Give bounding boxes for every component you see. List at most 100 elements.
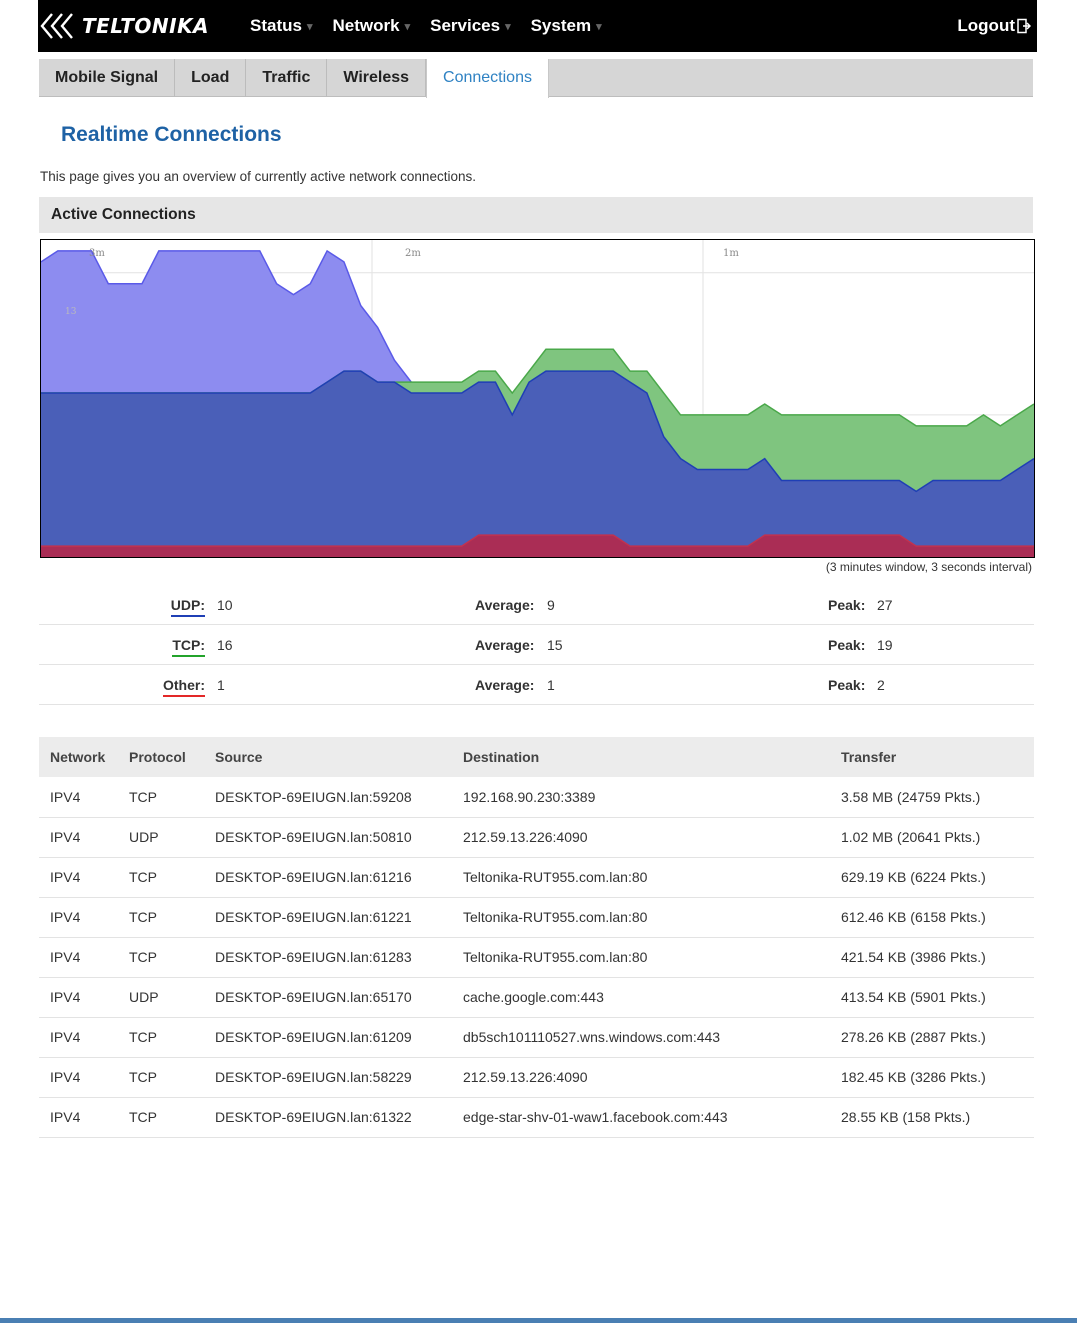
cell-source: DESKTOP-69EIUGN.lan:65170 xyxy=(215,977,463,1018)
table-row: IPV4 TCP DESKTOP-69EIUGN.lan:61283 Telto… xyxy=(39,937,1034,978)
header-network[interactable]: Network xyxy=(39,737,118,777)
table-row: IPV4 TCP DESKTOP-69EIUGN.lan:61322 edge-… xyxy=(39,1097,1034,1138)
cell-destination: 212.59.13.226:4090 xyxy=(463,1057,841,1098)
legend-tcp-average-value: 15 xyxy=(547,637,563,653)
cell-source: DESKTOP-69EIUGN.lan:59208 xyxy=(215,777,463,818)
tab-connections[interactable]: Connections xyxy=(426,59,549,98)
connections-chart-svg: 3m 2m 1m 13 xyxy=(41,240,1034,557)
cell-source: DESKTOP-69EIUGN.lan:58229 xyxy=(215,1057,463,1098)
legend-tcp-label: TCP: xyxy=(39,637,205,657)
legend-udp-average-value: 9 xyxy=(547,597,555,613)
cell-destination: Teltonika-RUT955.com.lan:80 xyxy=(463,897,841,938)
cell-source: DESKTOP-69EIUGN.lan:50810 xyxy=(215,817,463,858)
teltonika-logo[interactable]: TELTONIKA xyxy=(38,8,209,44)
tab-wireless[interactable]: Wireless xyxy=(327,59,427,97)
chevron-down-icon: ▾ xyxy=(404,20,411,33)
cell-protocol: TCP xyxy=(118,1097,215,1138)
nav-services-label: Services xyxy=(430,16,501,35)
top-navbar: TELTONIKA Status ▾ Network ▾ Services ▾ Sys… xyxy=(38,0,1037,52)
cell-source: DESKTOP-69EIUGN.lan:61209 xyxy=(215,1017,463,1058)
chevron-down-icon: ▾ xyxy=(596,20,602,33)
legend-udp-peak-value: 27 xyxy=(877,597,893,613)
legend-other-peak-label: Peak: xyxy=(828,677,866,693)
legend-other-label: Other: xyxy=(39,677,205,697)
page-title: Realtime Connections xyxy=(61,123,282,146)
logout-icon xyxy=(1017,18,1031,34)
tab-load[interactable]: Load xyxy=(175,59,247,97)
udp-area-purple xyxy=(41,250,1034,492)
logout-button[interactable]: Logout xyxy=(957,0,1031,52)
header-transfer[interactable]: Transfer xyxy=(841,737,1034,777)
cell-network: IPV4 xyxy=(39,977,118,1018)
cell-protocol: UDP xyxy=(118,977,215,1018)
cell-network: IPV4 xyxy=(39,1017,118,1058)
cell-destination: 192.168.90.230:3389 xyxy=(463,777,841,818)
tab-mobile-signal[interactable]: Mobile Signal xyxy=(39,59,176,97)
table-row: IPV4 TCP DESKTOP-69EIUGN.lan:58229 212.5… xyxy=(39,1057,1034,1098)
nav-services[interactable]: Services ▾ xyxy=(430,16,510,36)
header-protocol[interactable]: Protocol xyxy=(118,737,215,777)
cell-source: DESKTOP-69EIUGN.lan:61221 xyxy=(215,897,463,938)
legend-row-tcp: TCP: 16 Average: 15 Peak: 19 xyxy=(39,625,1034,665)
cell-protocol: TCP xyxy=(118,857,215,898)
cell-protocol: TCP xyxy=(118,1017,215,1058)
page-bottom-border xyxy=(0,1318,1077,1323)
legend-other-average-label: Average: xyxy=(475,677,535,693)
y-axis-label: 13 xyxy=(65,307,77,317)
cell-protocol: UDP xyxy=(118,817,215,858)
time-label-1: 2m xyxy=(405,248,421,259)
nav-status[interactable]: Status ▾ xyxy=(250,16,313,36)
chevron-down-icon: ▾ xyxy=(505,20,511,33)
table-row: IPV4 UDP DESKTOP-69EIUGN.lan:65170 cache… xyxy=(39,977,1034,1018)
nav-network-label: Network xyxy=(332,16,400,35)
udp-area-green xyxy=(41,349,1034,492)
cell-destination: Teltonika-RUT955.com.lan:80 xyxy=(463,857,841,898)
legend-tcp-peak-label: Peak: xyxy=(828,637,866,653)
nav-system[interactable]: System ▾ xyxy=(531,16,602,36)
cell-transfer: 1.02 MB (20641 Pkts.) xyxy=(841,817,1034,858)
cell-protocol: TCP xyxy=(118,937,215,978)
table-row: IPV4 TCP DESKTOP-69EIUGN.lan:61221 Telto… xyxy=(39,897,1034,938)
cell-source: DESKTOP-69EIUGN.lan:61322 xyxy=(215,1097,463,1138)
tab-traffic[interactable]: Traffic xyxy=(246,59,328,97)
cell-destination: 212.59.13.226:4090 xyxy=(463,817,841,858)
nav-system-label: System xyxy=(530,16,592,35)
legend-udp-peak-label: Peak: xyxy=(828,597,866,613)
cell-network: IPV4 xyxy=(39,937,118,978)
nav-status-label: Status xyxy=(250,16,302,35)
cell-source: DESKTOP-69EIUGN.lan:61283 xyxy=(215,937,463,978)
cell-transfer: 421.54 KB (3986 Pkts.) xyxy=(841,937,1034,978)
legend-row-udp: UDP: 10 Average: 9 Peak: 27 xyxy=(39,585,1034,625)
cell-transfer: 182.45 KB (3286 Pkts.) xyxy=(841,1057,1034,1098)
legend-row-other: Other: 1 Average: 1 Peak: 2 xyxy=(39,665,1034,705)
cell-network: IPV4 xyxy=(39,1097,118,1138)
tcp-area-line xyxy=(41,370,1034,493)
cell-protocol: TCP xyxy=(118,1057,215,1098)
cell-destination: cache.google.com:443 xyxy=(463,977,841,1018)
brand-name: TELTONIKA xyxy=(82,14,210,38)
page-description: This page gives you an overview of curre… xyxy=(40,169,476,184)
header-source[interactable]: Source xyxy=(215,737,463,777)
legend-tcp-value: 16 xyxy=(217,637,233,653)
table-row: IPV4 TCP DESKTOP-69EIUGN.lan:61216 Telto… xyxy=(39,857,1034,898)
cell-transfer: 278.26 KB (2887 Pkts.) xyxy=(841,1017,1034,1058)
legend-other-average-value: 1 xyxy=(547,677,555,693)
nav-network[interactable]: Network ▾ xyxy=(333,16,411,36)
time-label-2: 1m xyxy=(723,248,739,259)
table-row: IPV4 TCP DESKTOP-69EIUGN.lan:61209 db5sc… xyxy=(39,1017,1034,1058)
legend-tcp-average-label: Average: xyxy=(475,637,535,653)
cell-network: IPV4 xyxy=(39,1057,118,1098)
status-tabs: Mobile Signal Load Traffic Wireless Conn… xyxy=(39,59,1033,98)
chevron-down-icon: ▾ xyxy=(306,20,313,33)
udp-label-text: UDP: xyxy=(170,597,205,617)
time-label-0: 3m xyxy=(89,248,105,259)
tcp-area xyxy=(41,371,1034,547)
connections-graph: 3m 2m 1m 13 xyxy=(40,239,1035,558)
table-header-row: Network Protocol Source Destination Tran… xyxy=(39,737,1034,777)
cell-source: DESKTOP-69EIUGN.lan:61216 xyxy=(215,857,463,898)
cell-transfer: 413.54 KB (5901 Pkts.) xyxy=(841,977,1034,1018)
cell-transfer: 629.19 KB (6224 Pkts.) xyxy=(841,857,1034,898)
cell-network: IPV4 xyxy=(39,817,118,858)
legend-other-peak-value: 2 xyxy=(877,677,885,693)
header-destination[interactable]: Destination xyxy=(463,737,841,777)
